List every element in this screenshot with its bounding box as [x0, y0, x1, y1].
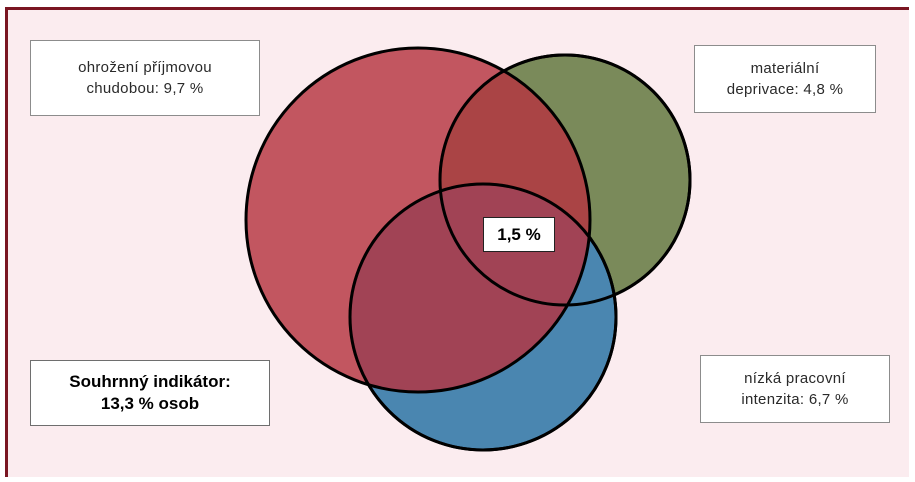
low-work-intensity-label-line1: nízká pracovní [744, 370, 846, 387]
summary-indicator-line1: Souhrnný indikátor: [69, 372, 231, 391]
low-work-intensity-label: nízká pracovní intenzita: 6,7 % [700, 355, 890, 423]
material-deprivation-label-line1: materiální [750, 60, 820, 77]
summary-indicator-label: Souhrnný indikátor: 13,3 % osob [30, 360, 270, 426]
triple-overlap-label: 1,5 % [483, 217, 555, 252]
material-deprivation-label: materiální deprivace: 4,8 % [694, 45, 876, 113]
poverty-risk-label-line1: ohrožení příjmovou [78, 59, 212, 76]
poverty-risk-label-line2: chudobou: 9,7 % [86, 80, 204, 97]
summary-indicator-line2: 13,3 % osob [100, 394, 200, 413]
material-deprivation-label-line2: deprivace: 4,8 % [726, 81, 844, 98]
low-work-intensity-label-line2: intenzita: 6,7 % [741, 391, 849, 408]
low-work-intensity-outline [348, 182, 618, 452]
poverty-risk-circle [244, 46, 592, 394]
material-deprivation-outline [438, 53, 692, 307]
poverty-risk-label: ohrožení příjmovou chudobou: 9,7 % [30, 40, 260, 116]
